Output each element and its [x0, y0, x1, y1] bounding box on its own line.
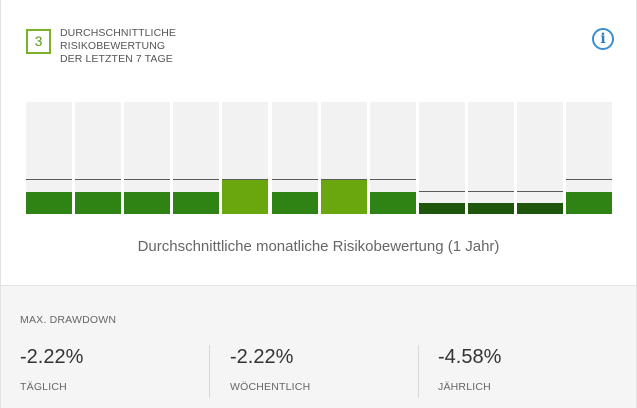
month-bar-marker: [517, 191, 563, 192]
risk-score-badge: 3: [26, 29, 51, 54]
month-bar: [370, 102, 416, 214]
drawdown-weekly-value: -2.22%: [230, 346, 310, 369]
risk-score-title-line: DURCHSCHNITTLICHE: [60, 27, 220, 40]
month-bar: [222, 102, 268, 214]
month-bar-fill: [370, 192, 416, 214]
month-bar-fill: [468, 203, 514, 214]
month-bar-fill: [419, 203, 465, 214]
drawdown-weekly: -2.22% WÖCHENTLICH: [230, 346, 310, 400]
month-bar: [173, 102, 219, 214]
drawdown-yearly: -4.58% JÄHRLICH: [438, 346, 501, 400]
month-bar-fill: [173, 192, 219, 214]
metric-divider: [418, 345, 419, 398]
month-bar: [75, 102, 121, 214]
month-bar-marker: [468, 191, 514, 192]
month-bar-fill: [26, 192, 72, 214]
drawdown-yearly-label: JÄHRLICH: [438, 381, 501, 393]
month-bar-marker: [75, 179, 121, 180]
month-bar: [517, 102, 563, 214]
risk-score-title-line: RISIKOBEWERTUNG: [60, 40, 220, 53]
metric-divider: [209, 345, 210, 398]
month-bar-fill: [272, 192, 318, 214]
info-icon[interactable]: i: [592, 28, 614, 50]
month-bar: [124, 102, 170, 214]
risk-score-title-line: DER LETZTEN 7 TAGE: [60, 53, 220, 66]
chart-caption: Durchschnittliche monatliche Risikobewer…: [1, 238, 636, 255]
month-bar-marker: [173, 179, 219, 180]
month-bar-fill: [321, 180, 367, 214]
month-bar-fill: [222, 180, 268, 214]
month-bar-marker: [124, 179, 170, 180]
drawdown-yearly-value: -4.58%: [438, 346, 501, 369]
month-bar-marker: [419, 191, 465, 192]
month-bar-marker: [566, 179, 612, 180]
drawdown-section: MAX. DRAWDOWN -2.22% TÄGLICH -2.22% WÖCH…: [1, 286, 636, 408]
monthly-risk-bars: [26, 102, 611, 214]
month-bar-fill: [566, 192, 612, 214]
month-bar: [321, 102, 367, 214]
drawdown-daily: -2.22% TÄGLICH: [20, 346, 83, 400]
drawdown-daily-label: TÄGLICH: [20, 381, 83, 393]
drawdown-weekly-label: WÖCHENTLICH: [230, 381, 310, 393]
month-bar-marker: [370, 179, 416, 180]
month-bar: [468, 102, 514, 214]
month-bar: [419, 102, 465, 214]
month-bar-marker: [272, 179, 318, 180]
month-bar-marker: [26, 179, 72, 180]
month-bar-fill: [75, 192, 121, 214]
month-bar-fill: [517, 203, 563, 214]
risk-score-section: 3 DURCHSCHNITTLICHE RISIKOBEWERTUNG DER …: [1, 0, 636, 286]
drawdown-title: MAX. DRAWDOWN: [20, 314, 116, 326]
month-bar: [566, 102, 612, 214]
month-bar: [272, 102, 318, 214]
month-bar: [26, 102, 72, 214]
month-bar-fill: [124, 192, 170, 214]
risk-score-title: DURCHSCHNITTLICHE RISIKOBEWERTUNG DER LE…: [60, 27, 220, 66]
drawdown-daily-value: -2.22%: [20, 346, 83, 369]
